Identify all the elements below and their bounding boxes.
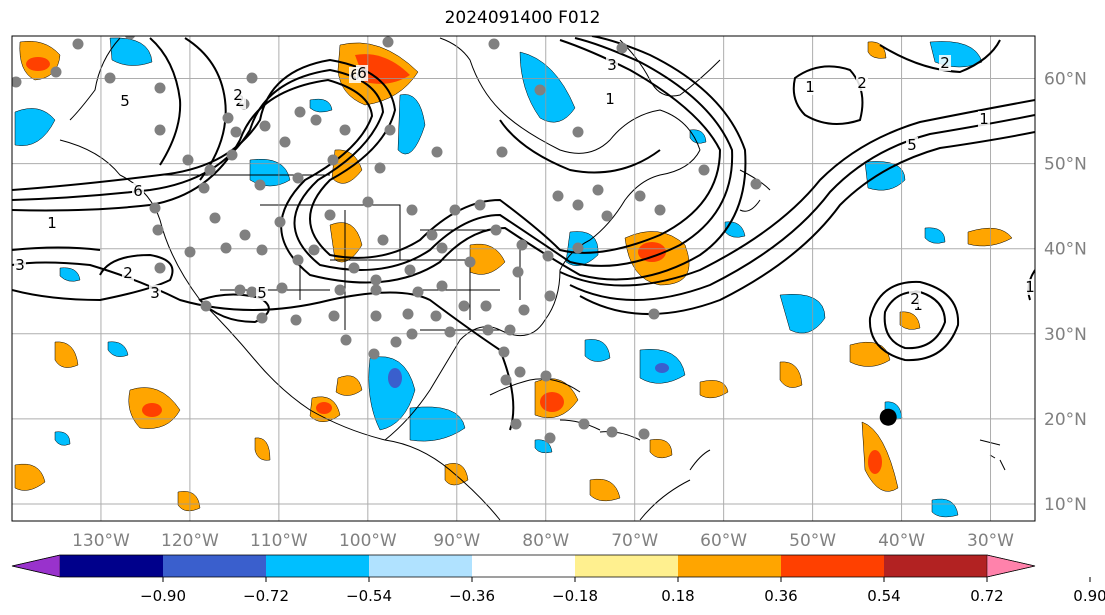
latitude-tick-label: 20°N [1044,410,1087,430]
contour-label-bg [132,183,144,199]
contour-label-bg [804,79,816,95]
contour-label: 5 [120,92,130,110]
map-title: 2024091400 F012 [444,8,601,28]
contour-label: 2 [910,290,920,308]
contour-label-bg [1024,279,1035,295]
longitude-tick-label: 120°W [161,531,219,551]
contour-label: 3 [607,56,617,74]
contour-label-bg [232,87,244,103]
contour-label-bg [856,75,868,91]
longitude-tick-label: 110°W [250,531,308,551]
longitude-tick-label: 60°W [700,531,747,551]
contour-label: 6 [350,66,360,84]
contour-label: 2 [857,74,867,92]
contour-label-bg [906,137,918,153]
longitude-tick-label: 90°W [433,531,480,551]
longitude-tick-label: 50°W [789,531,836,551]
longitude-tick-label: 130°W [72,531,130,551]
contour-label-bg [256,285,268,301]
contour-label: 3 [15,256,25,274]
latitude-tick-label: 10°N [1044,495,1087,515]
contour-label-bg [119,93,131,109]
latitude-tick-label: 30°N [1044,325,1087,345]
storm-marker [879,408,897,426]
contour-label-bg [356,65,368,81]
weather-map: 123561235621231212651 130°W120°W110°W100… [11,35,1087,551]
colorbar-tick-label: 0.90 [1073,587,1105,605]
map-frame [11,35,1036,522]
contour-label: 1 [605,90,615,108]
latitude-tick-label: 40°N [1044,240,1087,260]
contour-label: 1 [47,214,57,232]
contour-label: 2 [233,86,243,104]
longitude-tick-label: 30°W [967,531,1014,551]
latitude-tick-label: 50°N [1044,155,1087,175]
colorbar-tick-label: 0.18 [661,587,694,605]
colorbar-tick-label: −0.90 [140,587,186,605]
colorbar-tick-label: 0.54 [867,587,900,605]
gridlines [12,36,1035,521]
contour-label-bg [604,91,616,107]
station-dots [12,36,762,444]
colorbar-tick-label: −0.72 [243,587,289,605]
colorbar-tick-label: −0.36 [449,587,495,605]
colorbar-tick-labels: −0.90 −0.72 −0.54 −0.36 −0.18 0.18 0.36 0.54 0.7… [140,577,1105,605]
contour-label-bg [978,111,990,127]
contour-label: 2 [940,54,950,72]
contour-label: 5 [907,136,917,154]
contour-label-bg [606,57,618,73]
contour-label: 1 [805,78,815,96]
contour-label-bg [14,257,26,273]
contour-label: 6 [357,64,367,82]
latitude-tick-label: 60°N [1044,70,1087,90]
contour-label: 3 [150,284,160,302]
coastlines [59,37,1006,521]
contour-label-bg [939,55,951,71]
contour-label-bg [122,265,134,281]
longitude-tick-labels: 130°W 120°W 110°W 100°W 90°W 80°W 70°W 60°W 50°W… [72,531,1014,551]
contour-label: 6 [133,182,143,200]
contour-label: 1 [1025,278,1035,296]
latitude-tick-labels: 60°N 50°N 40°N 30°N 20°N 10°N [1044,70,1087,515]
colorbar-tick-label: −0.18 [552,587,598,605]
contour-label: 1 [979,110,989,128]
longitude-tick-label: 40°W [878,531,925,551]
longitude-tick-label: 100°W [339,531,397,551]
longitude-tick-label: 70°W [611,531,658,551]
colorbar-tick-label: 0.72 [970,587,1003,605]
contour-label: 5 [257,284,267,302]
longitude-tick-label: 80°W [522,531,569,551]
contour-label-bg [909,291,921,307]
colorbar-tick-label: 0.36 [764,587,797,605]
colorbar-tick-label: −0.54 [346,587,392,605]
contour-label-bg [149,285,161,301]
contour-label: 2 [123,264,133,282]
contour-label-bg [46,215,58,231]
